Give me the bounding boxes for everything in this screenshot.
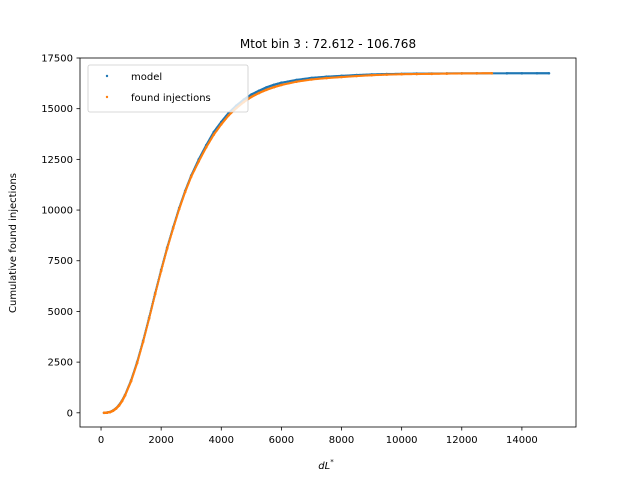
plot-frame <box>79 57 577 428</box>
legend: model found injections <box>87 64 249 113</box>
data-point-interp <box>145 327 148 330</box>
data-point-interp <box>152 298 155 301</box>
data-point-interp <box>158 274 161 277</box>
x-tick-label: 8000 <box>329 435 354 446</box>
y-tick-label: 17500 <box>41 54 73 65</box>
x-tick-label: 10000 <box>386 435 418 446</box>
data-point-interp <box>155 288 158 291</box>
data-point-interp <box>152 300 155 303</box>
legend-marker-found-injections <box>105 95 109 99</box>
x-tick-label: 14000 <box>506 435 538 446</box>
data-point-interp <box>158 276 161 279</box>
data-point-interp <box>157 278 161 281</box>
legend-label-model: model <box>131 72 162 83</box>
x-tick-label: 4000 <box>209 435 234 446</box>
x-tick-label: 6000 <box>269 435 294 446</box>
data-point-interp <box>156 284 159 287</box>
x-axis-label: dL* <box>318 458 334 472</box>
data-point-interp <box>149 310 152 313</box>
data-point-interp <box>146 322 149 325</box>
data-point-interp <box>142 339 145 342</box>
data-point-interp <box>157 281 160 284</box>
data-point-interp <box>148 315 151 318</box>
data-point <box>147 317 151 320</box>
data-point-interp <box>151 303 154 306</box>
data-point-interp <box>151 301 155 304</box>
data-point-interp <box>143 335 146 338</box>
data-point-interp <box>145 329 148 332</box>
x-tick-label: 0 <box>98 435 104 446</box>
x-tick-label: 12000 <box>446 435 478 446</box>
series-found-injections <box>102 71 494 415</box>
data-point-interp <box>149 312 152 315</box>
data-point-interp <box>153 296 156 299</box>
data-point-interp <box>144 330 147 333</box>
data-point-interp <box>147 320 150 323</box>
data-point-interp <box>156 283 159 286</box>
x-axis-label-main: dL <box>318 461 330 472</box>
data-point-interp <box>154 291 157 294</box>
chart-title: Mtot bin 3 : 72.612 - 106.768 <box>240 37 416 51</box>
data-point-interp <box>150 308 153 311</box>
x-tick-label: 2000 <box>148 435 173 446</box>
data-point-interp <box>146 324 149 327</box>
y-tick-label: 5000 <box>48 307 73 318</box>
legend-box <box>87 64 249 113</box>
data-point-interp <box>148 313 152 317</box>
data-point-interp <box>151 305 154 308</box>
y-tick-label: 2500 <box>48 358 73 369</box>
data-point-interp <box>142 337 146 340</box>
y-tick-label: 0 <box>67 408 73 419</box>
data-point-interp <box>143 334 146 337</box>
data-point-interp <box>155 286 158 289</box>
data-point-interp <box>157 279 160 282</box>
y-tick-label: 12500 <box>41 155 73 166</box>
legend-marker-model <box>105 74 109 78</box>
data-point-interp <box>150 307 153 310</box>
y-tick-label: 7500 <box>48 256 73 267</box>
y-tick-label: 10000 <box>41 206 73 217</box>
x-axis-label-superscript: * <box>330 458 334 466</box>
data-point-interp <box>145 325 149 328</box>
y-tick-label: 15000 <box>41 104 73 115</box>
data-point <box>490 71 494 75</box>
legend-label-found-injections: found injections <box>131 93 211 104</box>
data-point <box>547 71 551 75</box>
data-point-interp <box>144 332 147 335</box>
data-point-interp <box>159 273 162 276</box>
y-axis-label: Cumulative found injections <box>8 173 19 313</box>
data-point-interp <box>154 289 158 292</box>
